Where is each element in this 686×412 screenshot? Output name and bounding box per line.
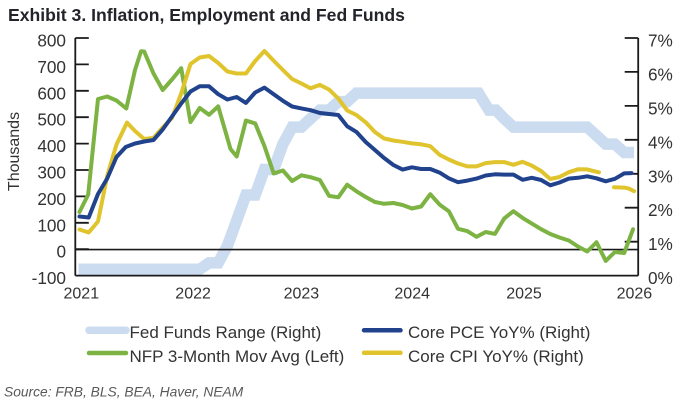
svg-text:5%: 5% bbox=[648, 98, 673, 118]
svg-text:700: 700 bbox=[37, 57, 66, 77]
svg-text:NFP 3-Month Mov Avg (Left): NFP 3-Month Mov Avg (Left) bbox=[130, 347, 345, 366]
svg-text:3%: 3% bbox=[648, 166, 673, 186]
svg-text:300: 300 bbox=[37, 163, 66, 183]
svg-text:2021: 2021 bbox=[64, 285, 100, 302]
svg-text:6%: 6% bbox=[648, 64, 673, 84]
svg-text:400: 400 bbox=[37, 136, 66, 156]
svg-text:Core CPI YoY% (Right): Core CPI YoY% (Right) bbox=[408, 347, 584, 366]
svg-text:800: 800 bbox=[37, 31, 66, 51]
svg-text:600: 600 bbox=[37, 83, 66, 103]
svg-text:2%: 2% bbox=[648, 200, 673, 220]
svg-text:0%: 0% bbox=[648, 268, 673, 288]
svg-text:200: 200 bbox=[37, 189, 66, 209]
svg-text:Core PCE YoY% (Right): Core PCE YoY% (Right) bbox=[408, 323, 590, 342]
svg-text:1%: 1% bbox=[648, 234, 673, 254]
svg-text:0: 0 bbox=[56, 242, 66, 262]
svg-text:2022: 2022 bbox=[175, 285, 211, 302]
svg-text:2026: 2026 bbox=[617, 285, 653, 302]
svg-text:4%: 4% bbox=[648, 132, 673, 152]
svg-text:2025: 2025 bbox=[506, 285, 542, 302]
svg-text:500: 500 bbox=[37, 110, 66, 130]
svg-text:100: 100 bbox=[37, 215, 66, 235]
svg-text:7%: 7% bbox=[648, 31, 673, 51]
svg-text:2023: 2023 bbox=[284, 285, 320, 302]
svg-text:Source: FRB, BLS, BEA, Haver,: Source: FRB, BLS, BEA, Haver, NEAM bbox=[4, 385, 244, 400]
svg-text:2024: 2024 bbox=[394, 285, 430, 302]
svg-text:Fed Funds Range (Right): Fed Funds Range (Right) bbox=[130, 323, 322, 342]
svg-text:Exhibit 3. Inflation, Employme: Exhibit 3. Inflation, Employment and Fed… bbox=[8, 5, 405, 25]
svg-text:Thousands: Thousands bbox=[6, 112, 23, 191]
svg-text:-100: -100 bbox=[32, 268, 66, 288]
